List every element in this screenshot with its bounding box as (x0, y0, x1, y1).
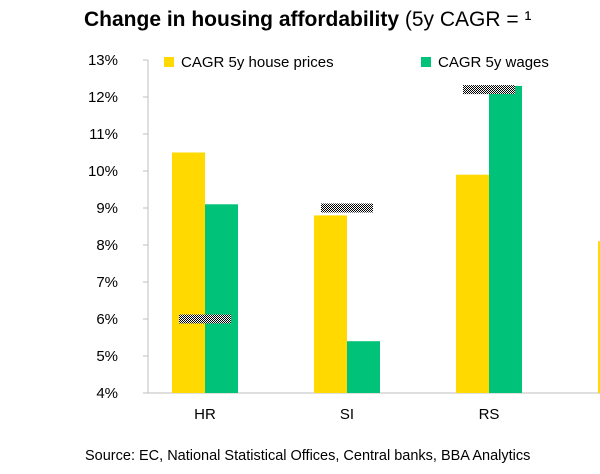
y-tick-label: 11% (89, 126, 118, 143)
x-category-label: SI (340, 406, 354, 423)
chart-title-main: Change in housing affordability (84, 8, 399, 31)
bar-wages-rs (489, 85, 522, 394)
bar-wages-si (347, 341, 380, 393)
marker-hr (179, 314, 231, 324)
legend-swatch-wages (421, 57, 431, 67)
y-tick-label: 6% (96, 311, 118, 328)
x-category-label: RS (479, 406, 500, 423)
source-note: Source: EC, National Statistical Offices… (85, 448, 531, 464)
legend-label-house: CAGR 5y house prices (181, 54, 334, 71)
bar-house-prices-rs (456, 174, 489, 393)
bar-wages-hr (205, 204, 238, 393)
bar-house-prices-si (314, 215, 347, 393)
legend-swatch-house (164, 57, 174, 67)
chart-title: Change in housing affordability (5y CAGR… (84, 8, 531, 32)
y-tick-label: 4% (96, 385, 118, 402)
marker-rs (463, 85, 515, 95)
bar-partial-next (598, 241, 600, 393)
y-tick-label: 7% (96, 274, 118, 291)
chart-title-suffix: (5y CAGR = ¹ (399, 8, 532, 31)
x-category-label: HR (194, 406, 216, 423)
y-tick-label: 9% (96, 200, 118, 217)
y-tick-label: 8% (96, 237, 118, 254)
marker-si (321, 203, 373, 213)
y-tick-label: 5% (96, 348, 118, 365)
y-tick-label: 10% (88, 163, 118, 180)
legend-label-wages: CAGR 5y wages (438, 54, 549, 71)
y-tick-label: 12% (88, 89, 118, 106)
y-tick-label: 13% (88, 52, 118, 69)
bar-house-prices-hr (172, 152, 205, 393)
